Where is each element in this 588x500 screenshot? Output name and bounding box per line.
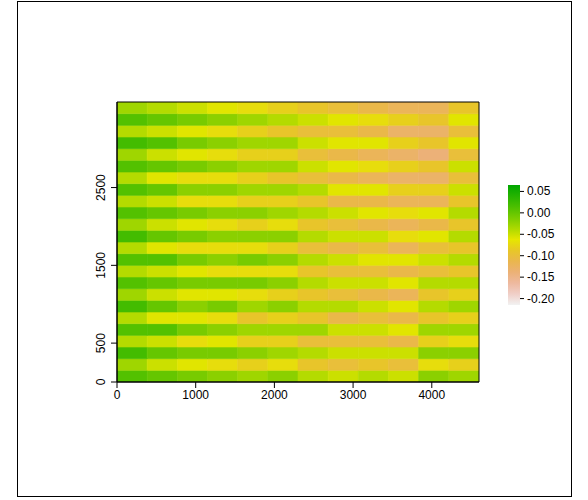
- svg-text:500: 500: [94, 333, 108, 353]
- svg-text:1000: 1000: [182, 388, 209, 402]
- svg-text:0: 0: [114, 388, 121, 402]
- svg-text:0.05: 0.05: [527, 184, 551, 198]
- svg-text:0.00: 0.00: [527, 206, 551, 220]
- svg-text:-0.05: -0.05: [527, 227, 555, 241]
- svg-text:2500: 2500: [94, 174, 108, 201]
- svg-text:4000: 4000: [418, 388, 445, 402]
- svg-text:-0.10: -0.10: [527, 249, 555, 263]
- svg-text:2000: 2000: [261, 388, 288, 402]
- svg-text:-0.20: -0.20: [527, 292, 555, 306]
- svg-text:-0.15: -0.15: [527, 270, 555, 284]
- svg-text:3000: 3000: [340, 388, 367, 402]
- svg-text:1500: 1500: [94, 252, 108, 279]
- svg-text:0: 0: [94, 378, 108, 385]
